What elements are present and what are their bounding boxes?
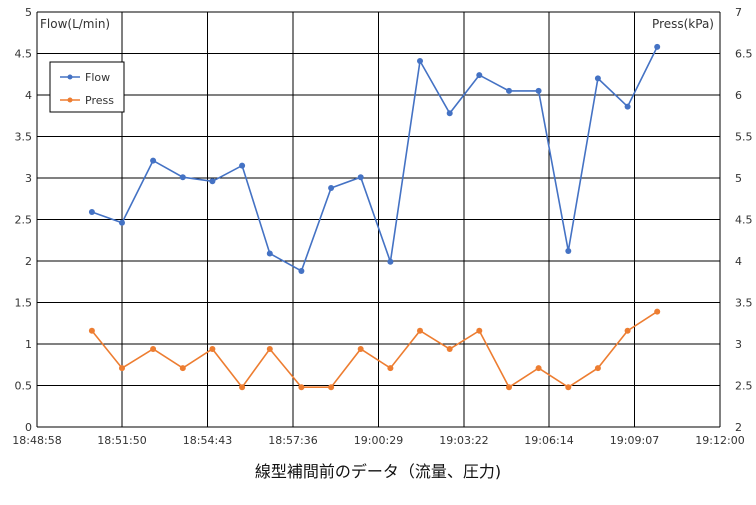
data-point-flow bbox=[298, 268, 305, 274]
data-point-press bbox=[150, 346, 157, 352]
x-tick-label: 19:09:07 bbox=[610, 434, 659, 447]
y-right-tick-label: 3.5 bbox=[735, 297, 753, 310]
y-right-tick-label: 2.5 bbox=[735, 380, 753, 393]
data-point-press bbox=[88, 327, 95, 334]
x-tick-label: 18:48:58 bbox=[12, 434, 61, 447]
y-left-tick-label: 3.5 bbox=[15, 131, 33, 144]
y-right-tick-label: 7 bbox=[735, 6, 742, 19]
grid bbox=[36, 11, 721, 428]
data-point-flow bbox=[506, 87, 512, 94]
x-tick-label: 19:06:14 bbox=[524, 434, 573, 447]
y-left-tick-label: 4.5 bbox=[15, 48, 33, 61]
data-point-press bbox=[328, 384, 335, 391]
x-tick-label: 18:54:43 bbox=[183, 434, 232, 447]
data-point-press bbox=[179, 365, 186, 372]
series bbox=[88, 43, 661, 391]
y-right-tick-label: 3 bbox=[735, 338, 742, 351]
series-flow bbox=[88, 43, 661, 274]
series-press bbox=[88, 308, 661, 391]
data-point-press bbox=[476, 327, 483, 334]
y-left-tick-label: 2.5 bbox=[15, 214, 33, 227]
y-right-tick-label: 4 bbox=[735, 255, 742, 268]
right-axis-label: Press(kPa) bbox=[652, 17, 714, 31]
legend: Flow Press bbox=[49, 61, 125, 113]
x-tick-label: 19:00:29 bbox=[354, 434, 403, 447]
data-point-press bbox=[417, 327, 423, 334]
data-point-press bbox=[535, 365, 542, 372]
data-point-flow bbox=[88, 209, 95, 215]
data-point-press bbox=[357, 346, 364, 352]
data-point-flow bbox=[387, 258, 394, 265]
legend-flow-marker bbox=[67, 74, 73, 80]
data-point-press bbox=[565, 384, 572, 391]
y-left-tick-label: 4 bbox=[25, 89, 32, 102]
data-point-press bbox=[266, 346, 273, 352]
y-left-tick-label: 5 bbox=[25, 6, 32, 19]
data-point-press bbox=[446, 346, 453, 352]
data-point-flow bbox=[266, 250, 273, 257]
data-point-press bbox=[298, 384, 305, 391]
axis-ticks: 0 0.5 1 1.5 2 2.5 3 3.5 4 4.5 5 2 2.5 3 3.5 4 4.5 5 5.5 6 6.… bbox=[12, 6, 752, 447]
x-tick-label: 18:57:36 bbox=[268, 434, 317, 447]
legend-box bbox=[49, 61, 125, 113]
y-left-tick-label: 0 bbox=[25, 421, 32, 434]
series-line-flow bbox=[91, 46, 658, 273]
y-right-tick-label: 2 bbox=[735, 421, 742, 434]
y-right-tick-label: 5.5 bbox=[735, 131, 753, 144]
data-point-flow bbox=[179, 174, 186, 181]
y-left-tick-label: 2 bbox=[25, 255, 32, 268]
legend-press-label: Press bbox=[85, 94, 114, 107]
data-point-flow bbox=[328, 185, 335, 191]
data-point-press bbox=[239, 384, 246, 391]
y-left-tick-label: 0.5 bbox=[15, 380, 33, 393]
data-point-flow bbox=[565, 248, 572, 254]
data-point-press bbox=[594, 365, 601, 372]
data-point-press bbox=[119, 365, 125, 372]
legend-flow-label: Flow bbox=[85, 71, 110, 84]
left-axis-label: Flow(L/min) bbox=[40, 17, 110, 31]
data-point-press bbox=[387, 365, 394, 372]
y-right-tick-label: 6 bbox=[735, 89, 742, 102]
data-point-press bbox=[209, 346, 216, 352]
data-point-press bbox=[506, 384, 512, 391]
y-right-tick-label: 5 bbox=[735, 172, 742, 185]
data-point-press bbox=[624, 327, 631, 334]
data-point-flow bbox=[417, 58, 423, 64]
y-right-tick-label: 6.5 bbox=[735, 48, 753, 61]
x-tick-label: 19:03:22 bbox=[439, 434, 488, 447]
y-right-tick-label: 4.5 bbox=[735, 214, 753, 227]
data-point-press bbox=[654, 308, 661, 315]
data-point-flow bbox=[150, 157, 157, 164]
data-point-flow bbox=[119, 219, 125, 226]
data-point-flow bbox=[624, 103, 631, 110]
data-point-flow bbox=[535, 87, 542, 94]
data-point-flow bbox=[594, 75, 601, 82]
legend-press-marker bbox=[67, 97, 73, 103]
y-left-tick-label: 1 bbox=[25, 338, 32, 351]
data-point-flow bbox=[209, 178, 216, 185]
series-line-press bbox=[91, 310, 658, 389]
y-left-tick-label: 3 bbox=[25, 172, 32, 185]
data-point-flow bbox=[476, 72, 483, 79]
x-tick-label: 19:12:00 bbox=[695, 434, 744, 447]
chart-caption: 線型補間前のデータ（流量、圧力) bbox=[254, 462, 502, 481]
data-point-flow bbox=[654, 43, 661, 50]
data-point-flow bbox=[446, 110, 453, 117]
y-left-tick-label: 1.5 bbox=[15, 297, 33, 310]
data-point-flow bbox=[357, 174, 364, 181]
data-point-flow bbox=[239, 162, 246, 169]
x-tick-label: 18:51:50 bbox=[97, 434, 146, 447]
